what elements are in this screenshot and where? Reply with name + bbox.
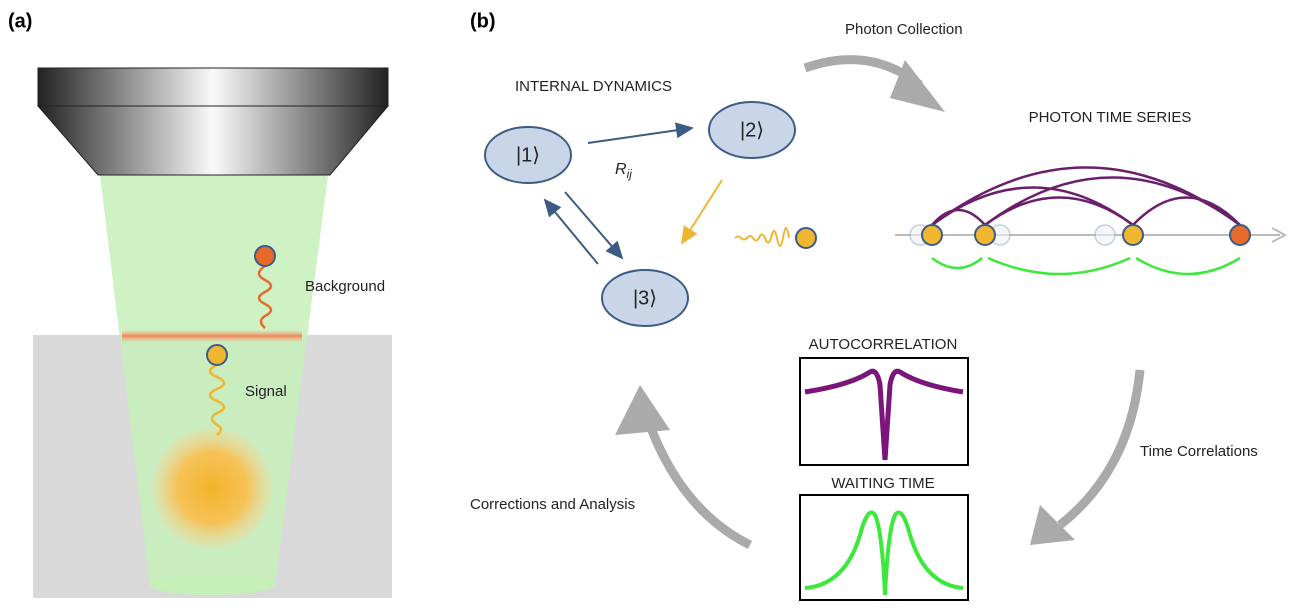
photon (796, 228, 816, 248)
particle (207, 345, 227, 365)
state-label: |2⟩ (740, 119, 764, 141)
label: Signal (245, 383, 287, 400)
particle (255, 246, 275, 266)
heading: WAITING TIME (831, 475, 934, 492)
heading: PHOTON TIME SERIES (1029, 109, 1192, 126)
panel-label: (b) (470, 10, 496, 32)
rate-label: Rij (615, 161, 632, 181)
label: Time Correlations (1140, 443, 1258, 460)
rate-subscript: ij (627, 167, 633, 181)
waiting-arcs (932, 258, 1240, 274)
figure: (a) Background Signal (b) INTERNAL DYNAM… (0, 0, 1294, 608)
transition (545, 200, 598, 264)
flow-arrow (1060, 370, 1140, 525)
cone-base (150, 575, 274, 595)
arrowhead (615, 385, 670, 435)
flow-arrow (648, 420, 750, 545)
glow (152, 428, 272, 548)
state-label: |3⟩ (633, 287, 657, 309)
autocorr-arcs (932, 168, 1240, 226)
state-label: |1⟩ (516, 144, 540, 166)
objective (38, 68, 388, 106)
label: Corrections and Analysis (470, 496, 635, 513)
panel-label: (a) (8, 10, 32, 32)
objective (38, 106, 388, 175)
photon-wave (735, 228, 789, 246)
emission (682, 180, 722, 243)
transition (588, 128, 692, 143)
arrowhead (1030, 505, 1075, 545)
transition (565, 192, 622, 258)
label: Photon Collection (845, 21, 963, 38)
rate-symbol: R (615, 161, 627, 178)
label: Background (305, 278, 385, 295)
heading: INTERNAL DYNAMICS (515, 78, 672, 95)
heading: AUTOCORRELATION (809, 336, 958, 353)
background-band (122, 330, 302, 342)
